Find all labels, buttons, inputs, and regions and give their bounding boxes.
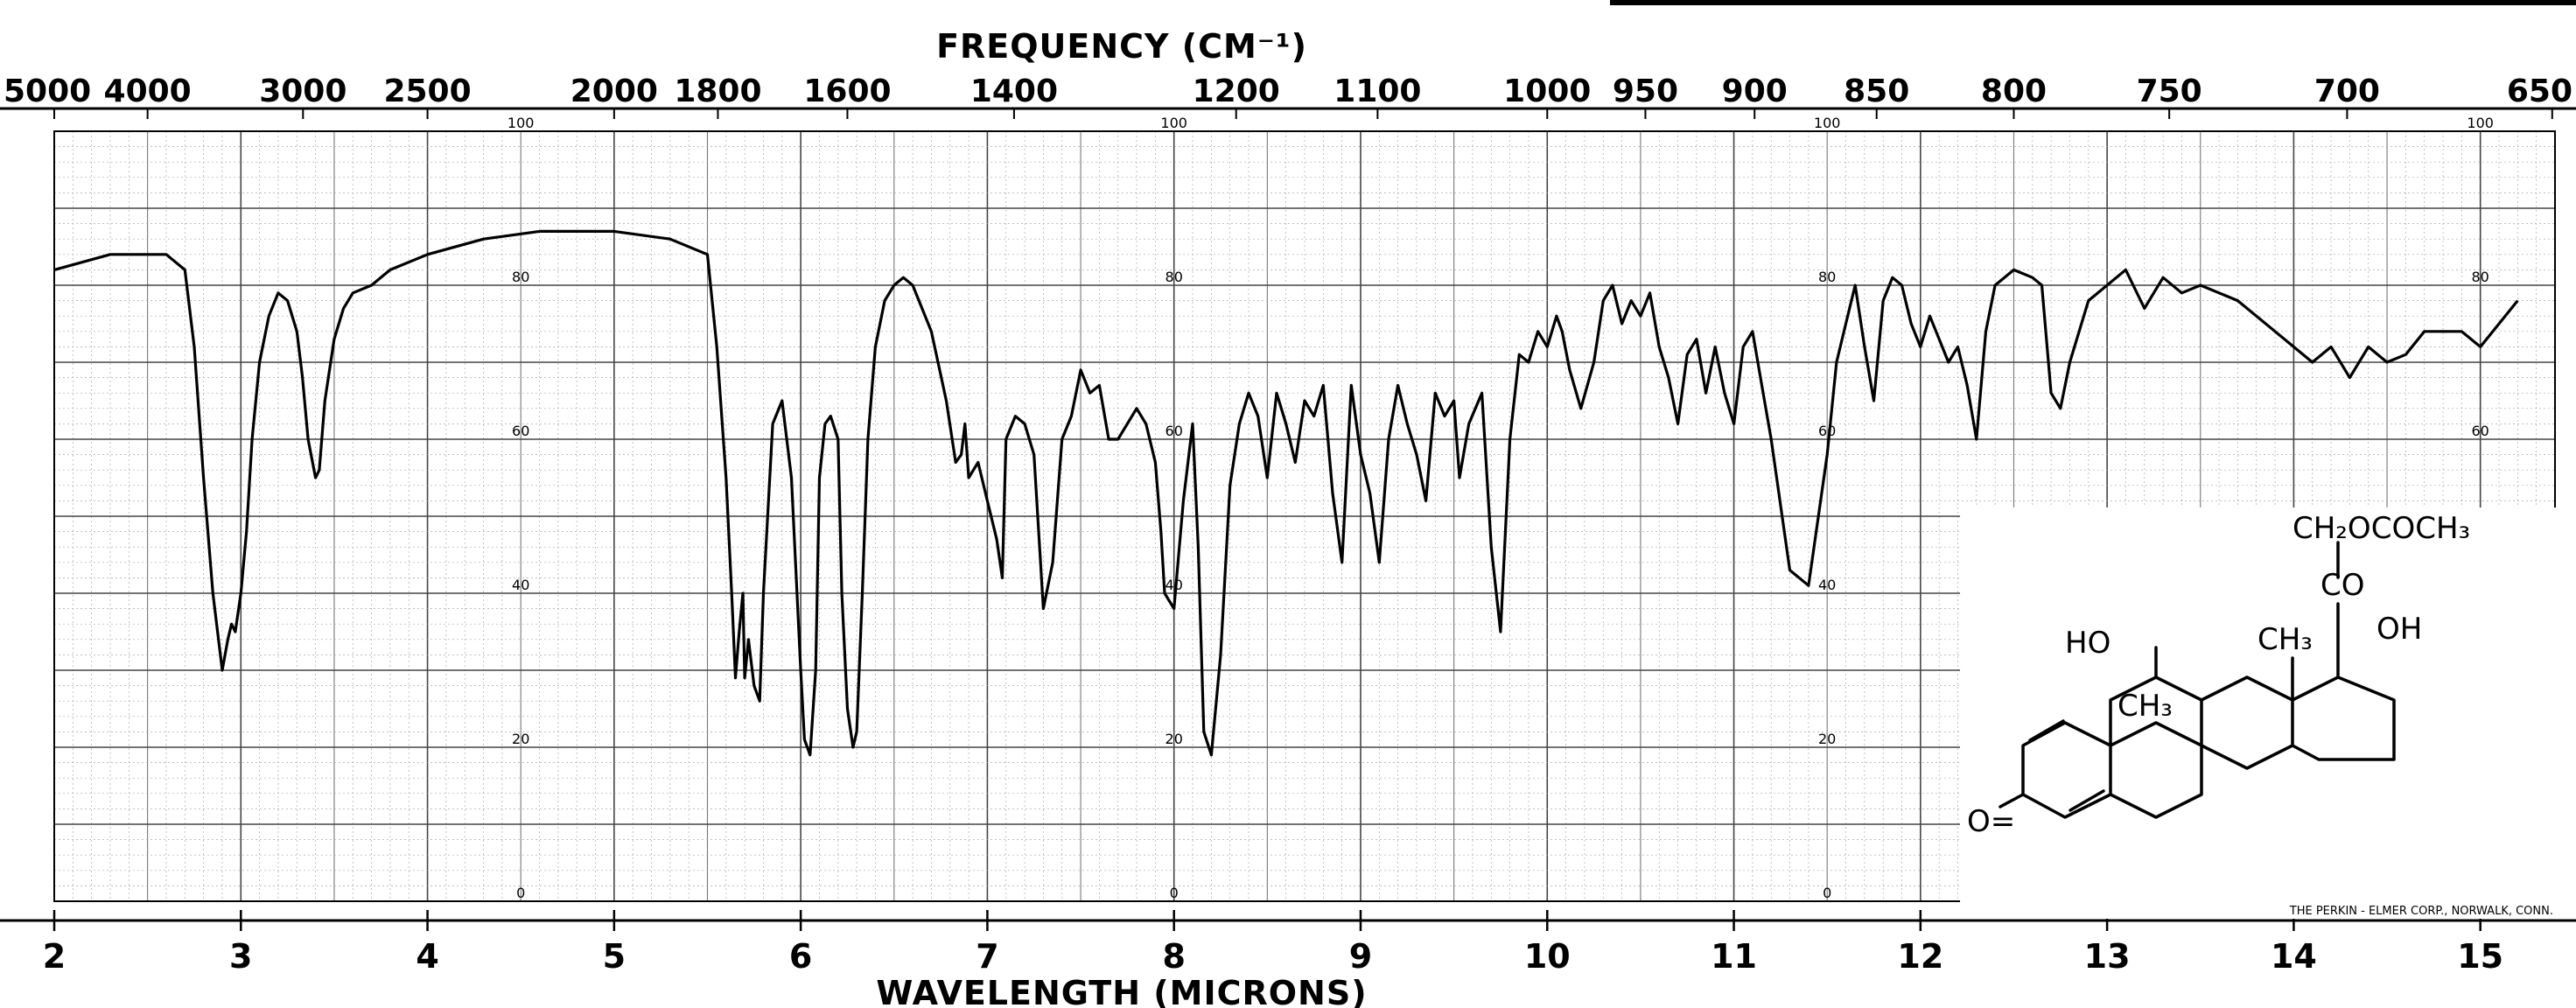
chemical-structure: CH₂OCOCH₃ CO HO CH₃ CH₃ OH O=: [1960, 508, 2557, 919]
percent-label: 60: [1818, 423, 1836, 439]
manufacturer-credit: THE PERKIN - ELMER CORP., NORWALK, CONN.: [2289, 905, 2553, 918]
percent-label: 60: [512, 423, 529, 439]
percent-label: 80: [2472, 269, 2489, 285]
frequency-tick-label: 4000: [104, 74, 192, 109]
wavelength-tick-label: 7: [976, 937, 998, 976]
frequency-tick-label: 2000: [570, 74, 658, 109]
frequency-axis-ticks: 5000 4000 3000 2500 2000 1800 1600 1400 1200 1100…: [4, 74, 2572, 119]
percent-label: 40: [1166, 577, 1183, 593]
top-edge-bar: [1610, 0, 2576, 5]
frequency-axis-title: FREQUENCY (CM⁻¹): [936, 27, 1307, 66]
percent-label: 0: [1170, 885, 1179, 901]
structure-methyl-label-1: CH₃: [2118, 689, 2173, 724]
frequency-tick-label: 5000: [4, 74, 91, 109]
percent-label: 60: [1166, 423, 1183, 439]
structure-background: [1960, 508, 2557, 919]
wavelength-tick-label: 10: [1524, 937, 1571, 976]
percent-label: 40: [1818, 577, 1836, 593]
frequency-tick-label: 750: [2137, 74, 2202, 109]
structure-carbonyl: CO: [2320, 568, 2365, 603]
percent-label: 100: [2467, 115, 2494, 131]
frequency-tick-label: 900: [1722, 74, 1788, 109]
wavelength-tick-label: 14: [2271, 937, 2317, 976]
percent-label: 20: [1166, 731, 1183, 747]
wavelength-tick-label: 5: [603, 937, 626, 976]
structure-oh-label: OH: [2376, 612, 2422, 647]
percent-label: 80: [512, 269, 529, 285]
wavelength-tick-label: 3: [229, 937, 252, 976]
wavelength-axis-title: WAVELENGTH (MICRONS): [876, 974, 1367, 1008]
wavelength-tick-label: 11: [1711, 937, 1757, 976]
percent-label: 0: [1823, 885, 1831, 901]
frequency-tick-label: 650: [2507, 74, 2572, 109]
structure-bonds: [1998, 541, 2396, 819]
percent-label: 100: [1814, 115, 1841, 131]
wavelength-tick-label: 15: [2457, 937, 2503, 976]
frequency-tick-label: 1400: [970, 74, 1058, 109]
percent-label: 80: [1166, 269, 1183, 285]
structure-methyl-label-2: CH₃: [2258, 622, 2313, 657]
frequency-tick-label: 800: [1981, 74, 2047, 109]
wavelength-axis-ticks: 2 3 4 5 6 7 8 9 10 11 12 13 14 15: [43, 910, 2503, 976]
frequency-tick-label: 2500: [383, 74, 471, 109]
frequency-tick-label: 1800: [674, 74, 761, 109]
chart-grid: [53, 130, 2556, 902]
frequency-tick-label: 1100: [1334, 74, 1421, 109]
percent-label: 20: [1818, 731, 1836, 747]
frequency-tick-label: 1600: [803, 74, 891, 109]
percent-label: 0: [516, 885, 525, 901]
structure-ketone-label: O=: [1967, 804, 2015, 839]
wavelength-tick-label: 6: [789, 937, 812, 976]
spectrum-series-line: [53, 229, 2519, 757]
frequency-tick-label: 1200: [1193, 74, 1280, 109]
percent-label: 80: [1818, 269, 1836, 285]
percent-label: 100: [508, 115, 535, 131]
wavelength-tick-label: 9: [1349, 937, 1372, 976]
percent-label: 20: [512, 731, 529, 747]
structure-ho-label: HO: [2065, 626, 2110, 661]
wavelength-tick-label: 8: [1162, 937, 1185, 976]
structure-side-chain: CH₂OCOCH₃: [2292, 511, 2470, 546]
frequency-tick-label: 950: [1613, 74, 1678, 109]
frequency-tick-label: 1000: [1503, 74, 1591, 109]
wavelength-tick-label: 2: [43, 937, 66, 976]
frequency-tick-label: 700: [2314, 74, 2380, 109]
wavelength-tick-label: 4: [416, 937, 438, 976]
percent-label: 40: [512, 577, 529, 593]
wavelength-tick-label: 13: [2084, 937, 2131, 976]
percent-label: 60: [2472, 423, 2489, 439]
frequency-tick-label: 3000: [259, 74, 346, 109]
percent-label: 100: [1160, 115, 1187, 131]
frequency-tick-label: 850: [1844, 74, 1909, 109]
wavelength-tick-label: 12: [1897, 937, 1943, 976]
percent-transmittance-labels: 100 80 60 40 20 0 100 80 60 40 20 0 100 80 60 40 20 0 100 8…: [508, 115, 2494, 901]
